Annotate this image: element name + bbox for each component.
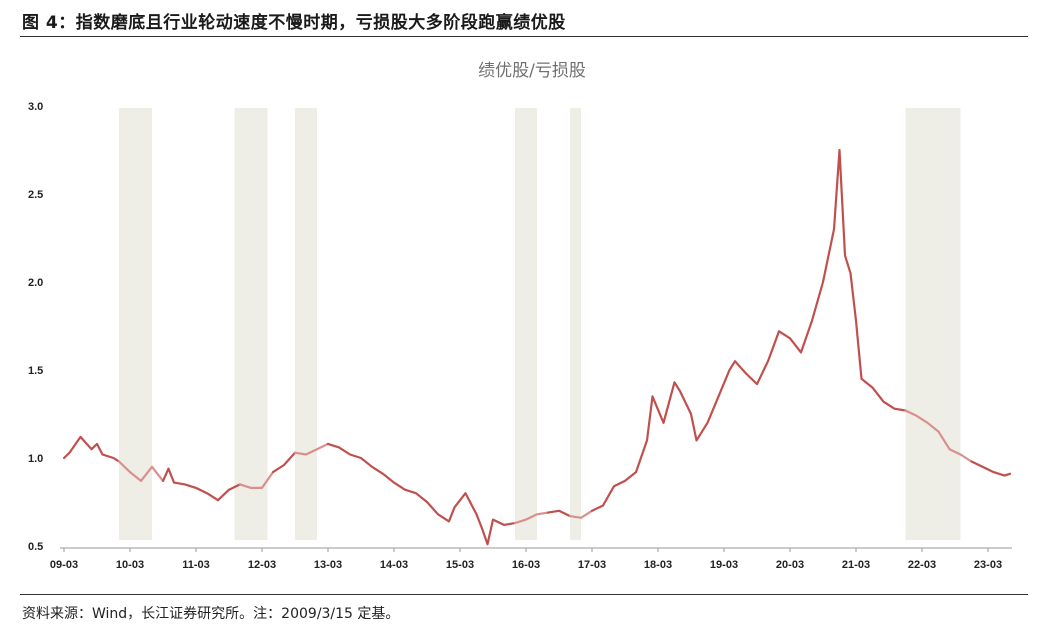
x-tick-label-10: 18-03: [644, 559, 672, 571]
x-tick-label-5: 13-03: [314, 559, 342, 571]
shaded-period-3: [295, 108, 317, 540]
y-tick-label-4: 2.0: [28, 277, 43, 289]
x-tick-label-11: 19-03: [710, 559, 738, 571]
line-chart: 绩优股/亏损股 0.5 1.0 1.5 2.0 2.5 3.0 09-03 10-03 11-…: [28, 61, 1012, 571]
series-line-1-segment-3: [161, 467, 242, 502]
y-tick-label-3: 1.5: [28, 365, 43, 377]
series-line-1-segment-1: [62, 435, 121, 463]
x-tick-label-4: 12-03: [248, 559, 276, 571]
series-line-1-segment-8: [513, 511, 550, 525]
x-tick-label-12: 20-03: [776, 559, 804, 571]
chart-title: 绩优股/亏损股: [478, 61, 586, 81]
top-rule: [20, 36, 1028, 37]
x-tick-label-2: 10-03: [116, 559, 144, 571]
x-tick-label-6: 14-03: [380, 559, 408, 571]
y-tick-label-6: 3.0: [28, 101, 43, 113]
y-tick-label-1: 0.5: [28, 541, 43, 553]
y-tick-label-2: 1.0: [28, 453, 43, 465]
figure-title: 图 4：指数磨底且行业轮动速度不慢时期，亏损股大多阶段跑赢绩优股: [22, 13, 566, 33]
series-line-1-segment-9: [546, 509, 572, 518]
shaded-period-6: [905, 108, 961, 540]
series-line-1-segment-6: [293, 442, 330, 456]
shaded-period-5: [570, 108, 581, 540]
x-tick-label-3: 11-03: [182, 559, 210, 571]
x-tick-label-9: 17-03: [578, 559, 606, 571]
shaded-periods: [119, 108, 961, 540]
y-axis-ticks: 0.5 1.0 1.5 2.0 2.5 3.0: [28, 101, 43, 553]
bottom-rule: [20, 594, 1028, 595]
series-line-1-segment-12: [904, 409, 973, 463]
series-line-1-segment-11: [590, 148, 907, 512]
series-line-1-segment-5: [271, 451, 297, 474]
series-line-1-segment-13: [970, 460, 1012, 477]
series-lines: [62, 148, 1012, 546]
x-tick-label-14: 22-03: [908, 559, 936, 571]
series-line-1-segment-7: [326, 442, 517, 546]
series-line-1-segment-4: [238, 471, 275, 489]
source-note: 资料来源：Wind，长江证券研究所。注：2009/3/15 定基。: [22, 606, 400, 622]
x-tick-label-8: 16-03: [512, 559, 540, 571]
series-line-1-segment-2: [117, 460, 165, 482]
x-tick-label-1: 09-03: [50, 559, 78, 571]
x-axis-ticks: 09-03 10-03 11-03 12-03 13-03 14-03 15-03 16-03…: [50, 548, 1002, 571]
shaded-period-2: [234, 108, 268, 540]
x-tick-label-15: 23-03: [974, 559, 1002, 571]
x-tick-label-13: 21-03: [842, 559, 870, 571]
series-line-1-segment-10: [568, 509, 594, 519]
y-tick-label-5: 2.5: [28, 189, 43, 201]
x-tick-label-7: 15-03: [446, 559, 474, 571]
shaded-period-4: [515, 108, 537, 540]
